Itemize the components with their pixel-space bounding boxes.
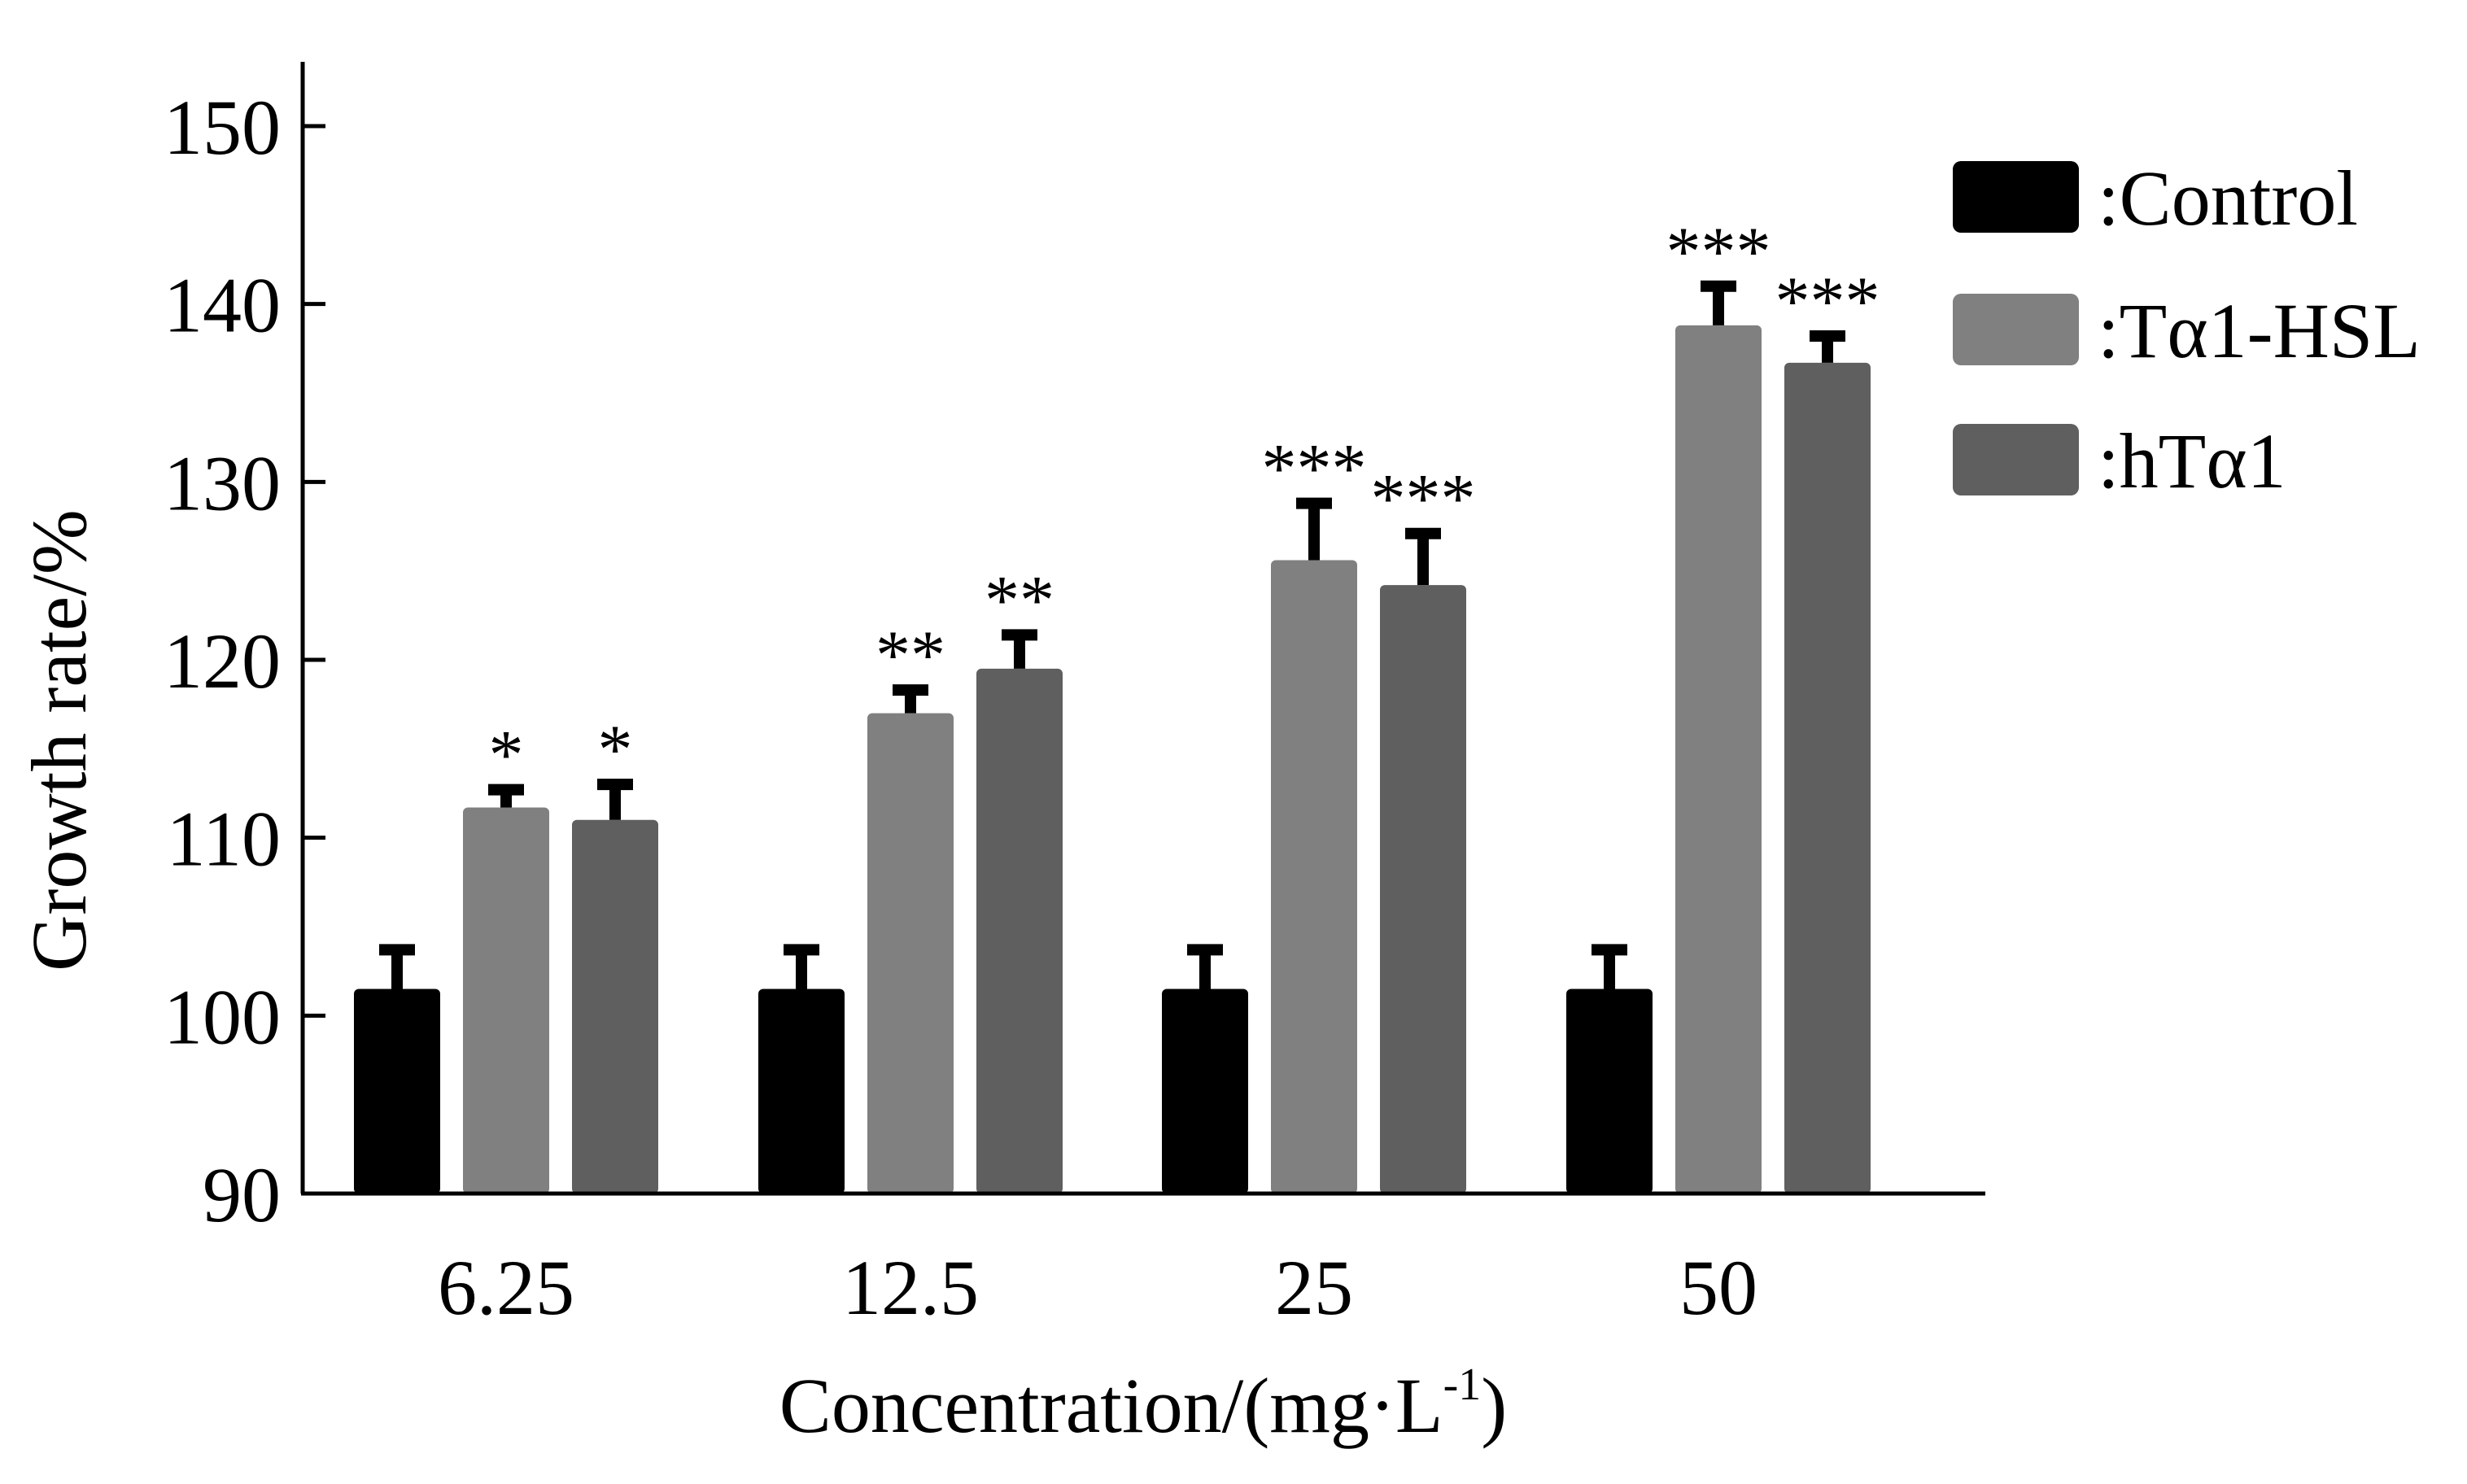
legend-label: :Control [2098,155,2358,242]
y-tick-label: 140 [164,262,281,349]
significance-marker: *** [1666,212,1771,290]
x-tick-label: 6.25 [438,1244,574,1331]
significance-marker: * [489,716,524,794]
significance-layer: * ******** ********* [489,212,1880,794]
y-tick-label: 150 [164,84,281,171]
bar [867,713,954,1194]
x-tick-label: 25 [1275,1244,1353,1331]
x-tick-label: 12.5 [842,1244,979,1331]
legend-swatch [1953,294,2079,365]
y-axis-title: Growth rate/% [15,509,103,971]
bar [1784,362,1871,1194]
error-bars-layer [379,280,1845,989]
significance-marker: *** [1371,460,1476,538]
y-tick-label: 90 [203,1151,281,1238]
bar [572,819,658,1194]
significance-marker: *** [1775,262,1880,340]
y-tick-label: 130 [164,439,281,526]
x-ticks-layer: 6.25 12.5 25 50 [438,1244,1757,1331]
bars-layer [354,325,1871,1194]
bar [463,807,549,1194]
bar [1271,560,1357,1194]
x-tick-label: 50 [1679,1244,1757,1331]
x-axis-title-superscript: -1 [1443,1360,1482,1410]
legend-label: :hTα1 [2098,417,2286,504]
x-axis-title: Concentration/(mg·L-1) [779,1360,1507,1449]
y-ticks-layer: 90 100 110 120 130 140 150 [164,84,325,1238]
significance-marker: *** [1262,430,1367,508]
significance-marker: * [598,710,633,788]
bar [354,989,440,1194]
y-tick-label: 100 [164,973,281,1060]
legend-swatch [1953,161,2079,233]
y-tick-label: 120 [164,618,281,705]
legend-swatch [1953,424,2079,495]
bar [1162,989,1248,1194]
bar [1566,989,1653,1194]
bar [758,989,845,1194]
bar [976,668,1063,1194]
bar [1675,325,1762,1194]
significance-marker: ** [875,616,945,694]
bar [1380,585,1466,1194]
y-tick-label: 110 [167,796,281,883]
axes-layer [300,62,1985,1196]
legend-label: :Tα1-HSL [2098,287,2421,374]
significance-marker: ** [985,561,1054,639]
legend: :Control :Tα1-HSL :hTα1 [1953,155,2421,504]
